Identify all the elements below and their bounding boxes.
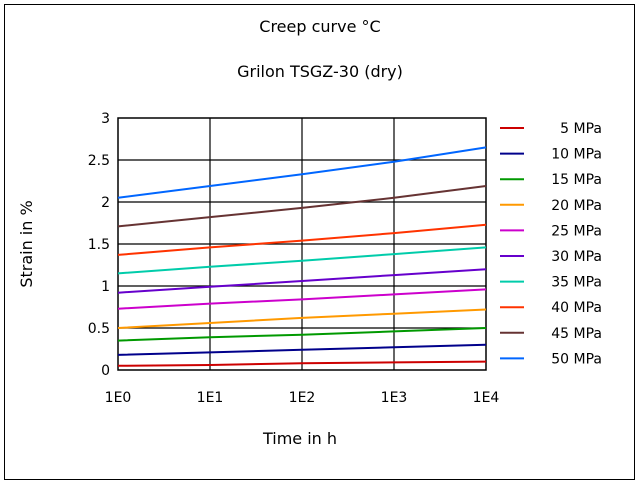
series-line	[117, 360, 487, 367]
legend-label: 30 MPa	[551, 249, 602, 265]
legend-label: 20 MPa	[551, 198, 602, 214]
series-line	[117, 288, 487, 310]
series-line	[117, 343, 487, 356]
y-tick-label: 1	[101, 279, 110, 295]
y-tick-label: 0	[101, 363, 110, 379]
x-tick-label: 1E1	[197, 390, 224, 406]
y-tick-label: 0.5	[88, 321, 110, 337]
legend-label: 45 MPa	[551, 326, 602, 342]
y-tick-labels: 0 0.5 1 1.5 2 2.5 3	[88, 111, 110, 379]
y-tick-label: 3	[101, 111, 110, 127]
chart-title: Creep curve °C	[259, 17, 380, 36]
series-lines	[117, 146, 487, 367]
y-tick-label: 2.5	[88, 153, 110, 169]
x-tick-label: 1E2	[289, 390, 316, 406]
legend-label: 5 MPa	[560, 121, 602, 137]
legend-label: 50 MPa	[551, 351, 602, 367]
y-tick-label: 2	[101, 195, 110, 211]
series-line	[117, 185, 487, 228]
y-tick-label: 1.5	[88, 237, 110, 253]
x-tick-label: 1E3	[381, 390, 408, 406]
series-line	[117, 327, 487, 342]
legend: 5 MPa 10 MPa 15 MPa 20 MPa 25 MPa 30 MPa 35 MP…	[500, 121, 602, 367]
grid-lines	[118, 118, 486, 370]
legend-label: 15 MPa	[551, 172, 602, 188]
series-line	[117, 268, 487, 294]
plot-area-border	[117, 117, 487, 371]
legend-label: 10 MPa	[551, 147, 602, 163]
chart-subtitle: Grilon TSGZ-30 (dry)	[237, 62, 403, 81]
x-tick-labels: 1E0 1E1 1E2 1E3 1E4	[105, 390, 500, 406]
series-line	[117, 246, 487, 275]
chart-frame	[4, 4, 635, 480]
legend-label: 35 MPa	[551, 275, 602, 291]
x-axis-label: Time in h	[262, 429, 337, 448]
x-tick-label: 1E4	[473, 390, 500, 406]
x-tick-label: 1E0	[105, 390, 132, 406]
series-line	[117, 146, 487, 199]
legend-label: 40 MPa	[551, 300, 602, 316]
y-axis-label: Strain in %	[17, 200, 36, 287]
legend-label: 25 MPa	[551, 223, 602, 239]
series-line	[117, 223, 487, 256]
series-line	[117, 308, 487, 329]
